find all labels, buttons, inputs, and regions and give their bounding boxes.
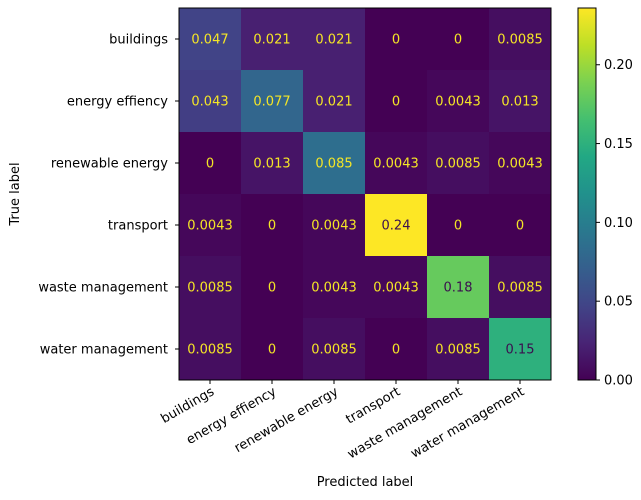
cell-value-label: 0 bbox=[268, 219, 276, 234]
heatmap-cell bbox=[241, 70, 304, 133]
heatmap-cell bbox=[179, 70, 242, 133]
cell-value-label: 0.0043 bbox=[311, 281, 357, 296]
cell-value-label: 0.013 bbox=[501, 95, 538, 110]
heatmap-cell bbox=[241, 194, 304, 257]
heatmap-cell bbox=[489, 318, 552, 381]
y-tick-label: energy effiency bbox=[67, 95, 168, 110]
heatmap-cell bbox=[489, 8, 552, 71]
cell-value-label: 0.0043 bbox=[373, 281, 419, 296]
heatmap-cell bbox=[179, 132, 242, 195]
heatmap-cell bbox=[365, 132, 428, 195]
colorbar-tick-label: 0.15 bbox=[604, 137, 633, 152]
heatmap-cell bbox=[179, 256, 242, 319]
cell-value-label: 0 bbox=[454, 33, 462, 48]
heatmap-cell bbox=[179, 318, 242, 381]
cell-value-label: 0.18 bbox=[444, 281, 473, 296]
cell-value-label: 0 bbox=[392, 343, 400, 358]
cell-value-label: 0 bbox=[206, 157, 214, 172]
heatmap-cell bbox=[303, 194, 366, 257]
heatmap-cell bbox=[427, 256, 490, 319]
heatmap-cell bbox=[303, 132, 366, 195]
cell-value-label: 0.077 bbox=[253, 95, 290, 110]
colorbar-ticks: 0.00 0.05 0.10 0.15 0.20 bbox=[596, 58, 633, 389]
heatmap-cell bbox=[179, 194, 242, 257]
heatmap-cell bbox=[241, 318, 304, 381]
heatmap-cell bbox=[303, 70, 366, 133]
plot-frame bbox=[178, 7, 552, 381]
cell-value-label: 0.0043 bbox=[435, 95, 481, 110]
cell-value-label: 0 bbox=[268, 343, 276, 358]
heatmap-cell bbox=[427, 194, 490, 257]
y-tick-label: buildings bbox=[109, 33, 168, 48]
cell-value-label: 0.0085 bbox=[497, 281, 543, 296]
colorbar-tick-label: 0.05 bbox=[604, 295, 633, 310]
y-tick-label: waste management bbox=[38, 281, 168, 296]
colorbar-tick-label: 0.00 bbox=[604, 374, 633, 389]
heatmap-cell bbox=[241, 256, 304, 319]
cell-value-label: 0 bbox=[454, 219, 462, 234]
heatmap-cell bbox=[365, 256, 428, 319]
cell-value-labels: 0.047 0.021 0.021 0 0 0.0085 0.043 0.077 0.021 0 0… bbox=[187, 33, 543, 358]
heatmap-cell bbox=[303, 318, 366, 381]
heatmap-cell bbox=[365, 8, 428, 71]
cell-value-label: 0.047 bbox=[191, 33, 228, 48]
cell-value-label: 0.0085 bbox=[435, 343, 481, 358]
heatmap-cell bbox=[303, 256, 366, 319]
heatmap-cell bbox=[489, 194, 552, 257]
cell-value-label: 0.0085 bbox=[435, 157, 481, 172]
heatmap-cell bbox=[241, 8, 304, 71]
x-axis-title: Predicted label bbox=[317, 475, 414, 490]
cell-value-label: 0 bbox=[516, 219, 524, 234]
colorbar-tick-label: 0.20 bbox=[604, 58, 633, 73]
heatmap-cell bbox=[179, 8, 242, 71]
cell-value-label: 0.0085 bbox=[311, 343, 357, 358]
heatmap-cell bbox=[427, 132, 490, 195]
cell-value-label: 0.013 bbox=[253, 157, 290, 172]
heatmap-cell bbox=[365, 194, 428, 257]
cell-value-label: 0.0085 bbox=[187, 281, 233, 296]
heatmap-cell bbox=[427, 8, 490, 71]
heatmap-cell bbox=[303, 8, 366, 71]
heatmap-cell bbox=[241, 132, 304, 195]
cell-value-label: 0.24 bbox=[382, 219, 411, 234]
cell-value-label: 0 bbox=[268, 281, 276, 296]
cell-value-label: 0.0085 bbox=[187, 343, 233, 358]
y-axis: buildings energy effiency renewable energy… bbox=[38, 33, 179, 358]
colorbar-tick-label: 0.10 bbox=[604, 216, 633, 231]
heatmap-cell bbox=[489, 132, 552, 195]
x-tick-label: waste management bbox=[345, 384, 465, 462]
y-tick-label: water management bbox=[40, 343, 168, 358]
heatmap-cell bbox=[365, 318, 428, 381]
heatmap-cell bbox=[427, 70, 490, 133]
colorbar bbox=[577, 7, 597, 381]
x-tick-label: water management bbox=[408, 384, 527, 461]
cell-value-label: 0.0043 bbox=[373, 157, 419, 172]
cell-value-label: 0.0043 bbox=[187, 219, 233, 234]
cell-value-label: 0 bbox=[392, 95, 400, 110]
y-tick-label: transport bbox=[108, 219, 168, 234]
heatmap-cell bbox=[489, 256, 552, 319]
cell-value-label: 0.021 bbox=[253, 33, 290, 48]
cell-value-label: 0.021 bbox=[315, 95, 352, 110]
cell-value-label: 0.043 bbox=[191, 95, 228, 110]
cell-value-label: 0 bbox=[392, 33, 400, 48]
x-tick-label: renewable energy bbox=[232, 384, 341, 456]
cell-value-label: 0.085 bbox=[315, 157, 352, 172]
cell-value-label: 0.15 bbox=[506, 343, 535, 358]
cell-value-label: 0.0085 bbox=[497, 33, 543, 48]
y-tick-label: renewable energy bbox=[51, 157, 168, 172]
heatmap-cell bbox=[489, 70, 552, 133]
cell-value-label: 0.0043 bbox=[311, 219, 357, 234]
y-axis-title: True label bbox=[8, 162, 23, 226]
cell-value-label: 0.0043 bbox=[497, 157, 543, 172]
heatmap-cells bbox=[179, 8, 552, 381]
cell-value-label: 0.021 bbox=[315, 33, 352, 48]
heatmap-cell bbox=[365, 70, 428, 133]
heatmap-cell bbox=[427, 318, 490, 381]
